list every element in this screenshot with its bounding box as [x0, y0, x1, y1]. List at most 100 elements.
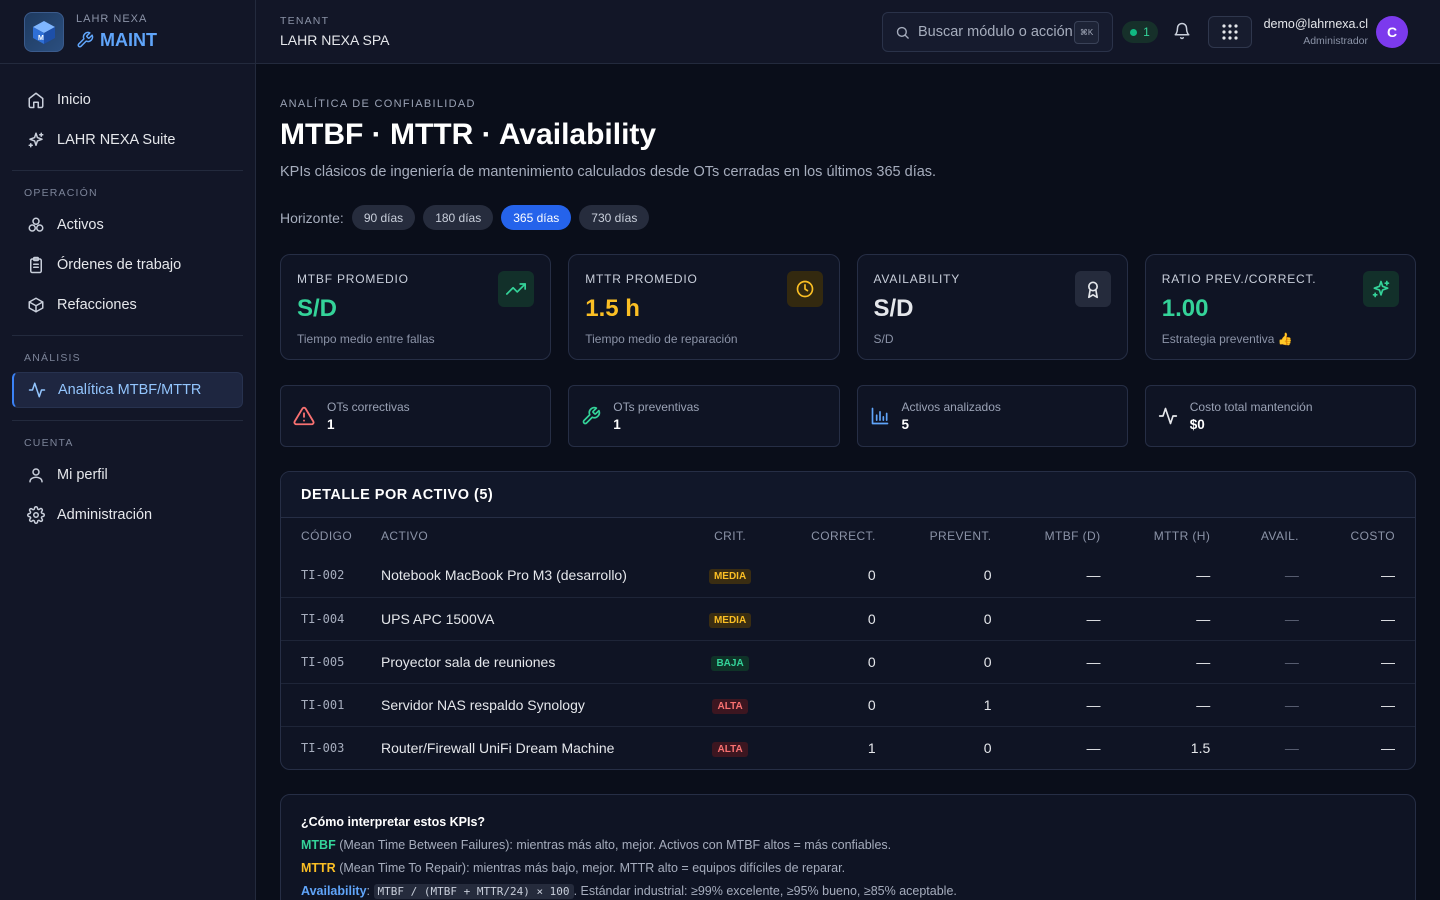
stat-value: 1 [613, 417, 621, 432]
help-line-mtbf: MTBF (Mean Time Between Failures): mient… [301, 838, 1395, 852]
sidebar-item-activos[interactable]: Activos [12, 207, 243, 243]
sparkles-icon [28, 132, 44, 148]
column-header[interactable]: CRIT. [714, 529, 747, 543]
table-row[interactable]: TI-005 Proyector sala de reuniones BAJA … [281, 639, 1415, 683]
cell-code: TI-005 [281, 639, 381, 683]
user-menu[interactable]: demo@lahrnexa.cl Administrador [1264, 17, 1368, 47]
horizon-chip-365[interactable]: 365 días [501, 205, 572, 230]
horizon-chip-180[interactable]: 180 días [423, 205, 494, 230]
user-email: demo@lahrnexa.cl [1263, 17, 1368, 31]
table-row[interactable]: TI-002 Notebook MacBook Pro M3 (desarrol… [281, 554, 1415, 597]
stat-cards: OTs correctivas 1 OTs preventivas 1 Acti… [280, 385, 1416, 447]
availability-formula: MTBF / (MTBF + MTTR/24) × 100 [373, 884, 574, 899]
column-header[interactable]: MTBF (D) [1044, 529, 1101, 543]
cubes-icon [28, 217, 44, 232]
help-text-mttr: (Mean Time To Repair): mientras más bajo… [335, 861, 846, 875]
sidebar-item-inicio[interactable]: Inicio [12, 82, 243, 118]
search-shortcut: ⌘K [1074, 21, 1099, 44]
column-header[interactable]: CORRECT. [811, 529, 876, 543]
horizon-chip-90[interactable]: 90 días [351, 205, 416, 230]
cell-mtbf: — [1011, 682, 1121, 726]
apps-button[interactable] [1208, 16, 1252, 48]
sidebar-section-analisis: ANÁLISIS [24, 352, 81, 364]
clipboard-icon [30, 256, 42, 274]
cell-correct: 0 [776, 639, 896, 683]
kpi-desc: Tiempo medio de reparación [585, 332, 738, 346]
sidebar-item-refacciones[interactable]: Refacciones [12, 287, 243, 323]
notifications-button[interactable] [1173, 22, 1191, 43]
sidebar-item-perfil[interactable]: Mi perfil [12, 457, 243, 493]
cell-cost: — [1381, 567, 1395, 584]
cell-prevent: 0 [895, 639, 1012, 683]
help-term-mtbf: MTBF [301, 838, 336, 852]
sidebar-item-label: Activos [57, 217, 104, 233]
table-row[interactable]: TI-003 Router/Firewall UniFi Dream Machi… [281, 725, 1415, 769]
search-input[interactable]: Buscar módulo o acción ⌘K [882, 12, 1113, 52]
cell-mtbf: — [1086, 567, 1101, 584]
status-dot-icon [1130, 28, 1138, 36]
cell-asset: Notebook MacBook Pro M3 (desarrollo) [381, 567, 627, 584]
stat-label: OTs correctivas [327, 400, 410, 414]
cell-mtbf: — [1011, 725, 1121, 769]
criticality-badge: MEDIA [708, 569, 752, 585]
column-header[interactable]: COSTO [1350, 529, 1395, 543]
asset-detail-table: DETALLE POR ACTIVO (5) CÓDIGO ACTIVO CRI… [280, 471, 1416, 770]
cell-mttr: — [1196, 567, 1211, 584]
help-line-availability: Availability: MTBF / (MTBF + MTTR/24) × … [301, 884, 1395, 899]
horizon-selector: Horizonte: 90 días 180 días 365 días 730… [280, 205, 1416, 230]
bar-chart-icon [871, 407, 888, 425]
wrench-icon [77, 31, 94, 48]
stat-value: 1 [327, 417, 335, 432]
cell-prevent: 0 [895, 725, 1012, 769]
cell-avail: — [1284, 567, 1299, 584]
kpi-card-mtbf: MTBF PROMEDIO S/D Tiempo medio entre fal… [280, 254, 552, 360]
avatar[interactable]: C [1376, 16, 1408, 48]
cell-mtbf: — [1011, 596, 1121, 640]
sidebar-item-analitica[interactable]: Analítica MTBF/MTTR [12, 372, 243, 408]
stat-card-preventivas: OTs preventivas 1 [568, 385, 840, 447]
stat-card-correctivas: OTs correctivas 1 [280, 385, 552, 447]
sidebar-nav: Inicio LAHR NEXA Suite OPERACIÓN Activos… [0, 64, 255, 533]
table-row[interactable]: TI-004 UPS APC 1500VA MEDIA 0 0 — — — — [281, 596, 1415, 640]
kpi-value: 1.5 h [585, 295, 640, 322]
cell-avail: — [1230, 596, 1319, 640]
cell-avail: — [1230, 725, 1319, 769]
table-row[interactable]: TI-001 Servidor NAS respaldo Synology AL… [281, 682, 1415, 726]
column-header[interactable]: MTTR (H) [1153, 529, 1211, 543]
cell-asset: UPS APC 1500VA [381, 596, 684, 640]
column-header[interactable]: ACTIVO [381, 529, 429, 543]
stat-card-costo: Costo total mantención $0 [1144, 385, 1416, 447]
page-subtitle: KPIs clásicos de ingeniería de mantenimi… [280, 164, 937, 180]
tenant-info: TENANT LAHR NEXA SPA [280, 15, 389, 48]
sidebar-item-suite[interactable]: LAHR NEXA Suite [12, 122, 243, 158]
award-icon [1074, 271, 1111, 307]
kpi-label: RATIO PREV./CORRECT. [1161, 272, 1317, 286]
kpi-card-ratio: RATIO PREV./CORRECT. 1.00 Estrategia pre… [1144, 254, 1416, 360]
criticality-badge: ALTA [712, 741, 748, 757]
cell-avail: — [1230, 639, 1319, 683]
stat-label: Costo total mantención [1189, 400, 1313, 414]
sidebar-item-ordenes[interactable]: Órdenes de trabajo [12, 247, 243, 283]
user-role: Administrador [1303, 35, 1368, 47]
column-header[interactable]: PREVENT. [929, 529, 992, 543]
cell-asset: Servidor NAS respaldo Synology [381, 682, 684, 726]
column-header[interactable]: CÓDIGO [301, 529, 353, 543]
help-term-availability: Availability [301, 884, 367, 898]
cell-correct: 1 [776, 725, 896, 769]
horizon-chip-730[interactable]: 730 días [579, 205, 650, 230]
cell-asset: Proyector sala de reuniones [381, 639, 684, 683]
help-title: ¿Cómo interpretar estos KPIs? [301, 815, 486, 829]
page-title: MTBF · MTTR · Availability [280, 118, 657, 151]
column-header[interactable]: AVAIL. [1260, 529, 1299, 543]
brand[interactable]: M LAHR NEXA MAINT [0, 0, 255, 64]
criticality-badge: ALTA [712, 698, 748, 714]
sidebar-item-administracion[interactable]: Administración [12, 497, 243, 533]
cell-code: TI-001 [281, 682, 381, 726]
tenant-name: LAHR NEXA SPA [280, 32, 390, 48]
divider [12, 170, 243, 171]
cell-code: TI-002 [301, 568, 345, 583]
online-indicator[interactable]: 1 [1122, 21, 1158, 43]
wrench-icon [582, 406, 601, 425]
sparkles-icon [1363, 271, 1399, 307]
help-sep: : [366, 884, 374, 898]
